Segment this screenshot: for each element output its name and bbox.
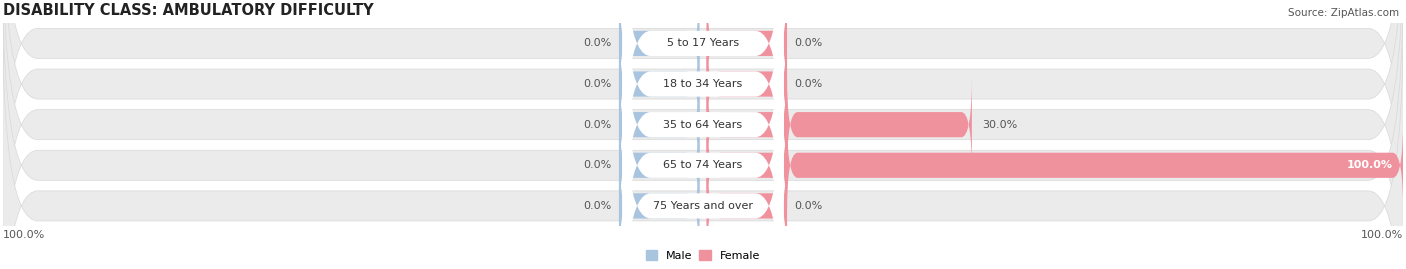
FancyBboxPatch shape	[3, 18, 1403, 269]
FancyBboxPatch shape	[3, 0, 1403, 269]
FancyBboxPatch shape	[706, 137, 787, 269]
Text: 18 to 34 Years: 18 to 34 Years	[664, 79, 742, 89]
FancyBboxPatch shape	[619, 56, 700, 193]
FancyBboxPatch shape	[787, 76, 972, 173]
FancyBboxPatch shape	[623, 56, 783, 269]
FancyBboxPatch shape	[3, 0, 1403, 269]
FancyBboxPatch shape	[623, 0, 783, 269]
FancyBboxPatch shape	[619, 15, 700, 153]
Text: 0.0%: 0.0%	[794, 38, 823, 48]
Text: 75 Years and over: 75 Years and over	[652, 201, 754, 211]
Legend: Male, Female: Male, Female	[641, 246, 765, 265]
Text: 0.0%: 0.0%	[583, 201, 612, 211]
Text: 5 to 17 Years: 5 to 17 Years	[666, 38, 740, 48]
Text: 100.0%: 100.0%	[3, 230, 45, 240]
FancyBboxPatch shape	[619, 97, 700, 234]
Text: 0.0%: 0.0%	[794, 79, 823, 89]
FancyBboxPatch shape	[706, 56, 787, 193]
FancyBboxPatch shape	[619, 0, 700, 112]
Text: Source: ZipAtlas.com: Source: ZipAtlas.com	[1288, 8, 1399, 18]
FancyBboxPatch shape	[706, 97, 787, 234]
Text: 0.0%: 0.0%	[583, 120, 612, 130]
Text: 65 to 74 Years: 65 to 74 Years	[664, 160, 742, 170]
FancyBboxPatch shape	[623, 0, 783, 234]
FancyBboxPatch shape	[3, 0, 1403, 232]
FancyBboxPatch shape	[623, 0, 783, 193]
Text: 0.0%: 0.0%	[583, 79, 612, 89]
FancyBboxPatch shape	[3, 0, 1403, 269]
Text: 100.0%: 100.0%	[1347, 160, 1393, 170]
FancyBboxPatch shape	[619, 137, 700, 269]
Text: 30.0%: 30.0%	[983, 120, 1018, 130]
Text: 0.0%: 0.0%	[794, 201, 823, 211]
FancyBboxPatch shape	[706, 0, 787, 112]
Text: DISABILITY CLASS: AMBULATORY DIFFICULTY: DISABILITY CLASS: AMBULATORY DIFFICULTY	[3, 3, 374, 18]
Text: 0.0%: 0.0%	[583, 160, 612, 170]
Text: 0.0%: 0.0%	[583, 38, 612, 48]
FancyBboxPatch shape	[623, 15, 783, 269]
Text: 35 to 64 Years: 35 to 64 Years	[664, 120, 742, 130]
Text: 100.0%: 100.0%	[1361, 230, 1403, 240]
FancyBboxPatch shape	[706, 15, 787, 153]
FancyBboxPatch shape	[787, 117, 1403, 214]
